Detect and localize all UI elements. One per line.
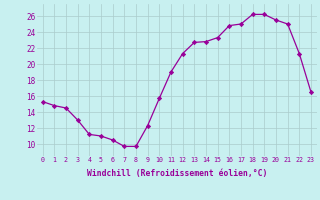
X-axis label: Windchill (Refroidissement éolien,°C): Windchill (Refroidissement éolien,°C) [87, 169, 267, 178]
